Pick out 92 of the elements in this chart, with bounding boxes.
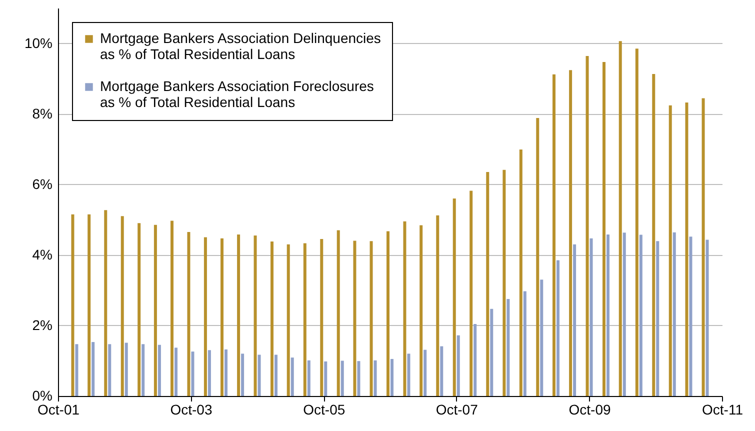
bar xyxy=(340,360,344,396)
bar xyxy=(536,118,540,396)
bar xyxy=(706,240,709,396)
bar xyxy=(486,172,490,396)
bar xyxy=(138,223,141,396)
bar xyxy=(124,342,128,396)
bar xyxy=(386,231,390,396)
bar xyxy=(519,149,522,396)
bar xyxy=(92,342,95,396)
bar xyxy=(104,210,108,396)
bar xyxy=(204,237,207,396)
bar xyxy=(573,244,576,396)
bar xyxy=(540,280,544,396)
bar xyxy=(353,240,356,396)
bar xyxy=(456,335,460,396)
y-tick-label: 6% xyxy=(32,176,52,192)
x-tick-label: Oct-03 xyxy=(170,402,212,418)
y-tick-label: 4% xyxy=(32,246,52,262)
bar xyxy=(220,238,224,396)
bar xyxy=(652,74,656,396)
bar xyxy=(586,56,589,396)
x-tick-label: Oct-07 xyxy=(436,402,478,418)
bar xyxy=(241,354,244,396)
bar xyxy=(552,74,556,396)
bar xyxy=(75,344,78,396)
bar xyxy=(71,214,74,396)
bar xyxy=(407,354,410,396)
bar xyxy=(622,232,626,396)
bar xyxy=(639,234,642,396)
legend-label: Mortgage Bankers Association Delinquencies as % of Total Residential Loans xyxy=(100,30,381,62)
bar xyxy=(254,236,257,396)
bar xyxy=(420,225,423,396)
y-tick-label: 2% xyxy=(32,316,52,333)
bar xyxy=(286,244,290,396)
x-tick-label: Oct-11 xyxy=(702,402,744,418)
bar xyxy=(440,346,444,396)
bar xyxy=(191,352,194,396)
y-tick-label: 0% xyxy=(32,388,52,404)
bar xyxy=(436,215,440,396)
bar xyxy=(390,358,394,396)
bar xyxy=(370,241,373,396)
bar xyxy=(502,170,506,396)
bar xyxy=(303,243,306,396)
bar xyxy=(424,350,427,396)
bar xyxy=(702,98,705,396)
bar xyxy=(237,234,240,396)
bar xyxy=(474,324,477,396)
y-tick-label: 8% xyxy=(32,105,52,122)
bar xyxy=(290,358,294,396)
bar xyxy=(602,62,606,396)
bar xyxy=(403,221,406,396)
bar xyxy=(556,260,560,396)
bar xyxy=(374,360,377,396)
bar xyxy=(490,308,494,396)
bar xyxy=(635,48,638,396)
legend-label: Mortgage Bankers Association Foreclosures as % of Total Residential Loans xyxy=(100,78,374,110)
bar xyxy=(170,220,174,396)
bar xyxy=(569,70,572,396)
bar xyxy=(307,360,310,396)
bar xyxy=(174,348,178,396)
bar xyxy=(336,230,340,396)
bar xyxy=(470,190,473,396)
bar xyxy=(224,349,228,396)
bar xyxy=(668,105,672,396)
x-tick-label: Oct-09 xyxy=(568,402,611,418)
bar xyxy=(689,236,692,396)
bar xyxy=(120,216,124,396)
bar xyxy=(685,102,688,396)
bar xyxy=(208,350,211,396)
bar xyxy=(606,234,610,396)
bar xyxy=(187,232,190,396)
bar xyxy=(154,224,157,396)
bar xyxy=(523,291,526,396)
bar xyxy=(142,344,145,396)
bar xyxy=(618,41,622,396)
bar xyxy=(88,214,91,396)
bar xyxy=(108,344,112,396)
bar xyxy=(270,242,274,396)
y-tick-label: 10% xyxy=(24,34,52,51)
bar xyxy=(158,344,161,396)
bar xyxy=(324,361,328,396)
bar xyxy=(656,241,660,396)
x-tick-label: Oct-05 xyxy=(303,402,346,418)
bar xyxy=(274,354,278,396)
bar xyxy=(258,354,261,396)
x-tick-label: Oct-01 xyxy=(37,402,80,418)
bar xyxy=(320,239,324,396)
bar xyxy=(452,198,456,396)
bar xyxy=(506,299,510,396)
bar xyxy=(672,232,676,396)
bar xyxy=(590,238,593,396)
bar xyxy=(357,361,360,396)
